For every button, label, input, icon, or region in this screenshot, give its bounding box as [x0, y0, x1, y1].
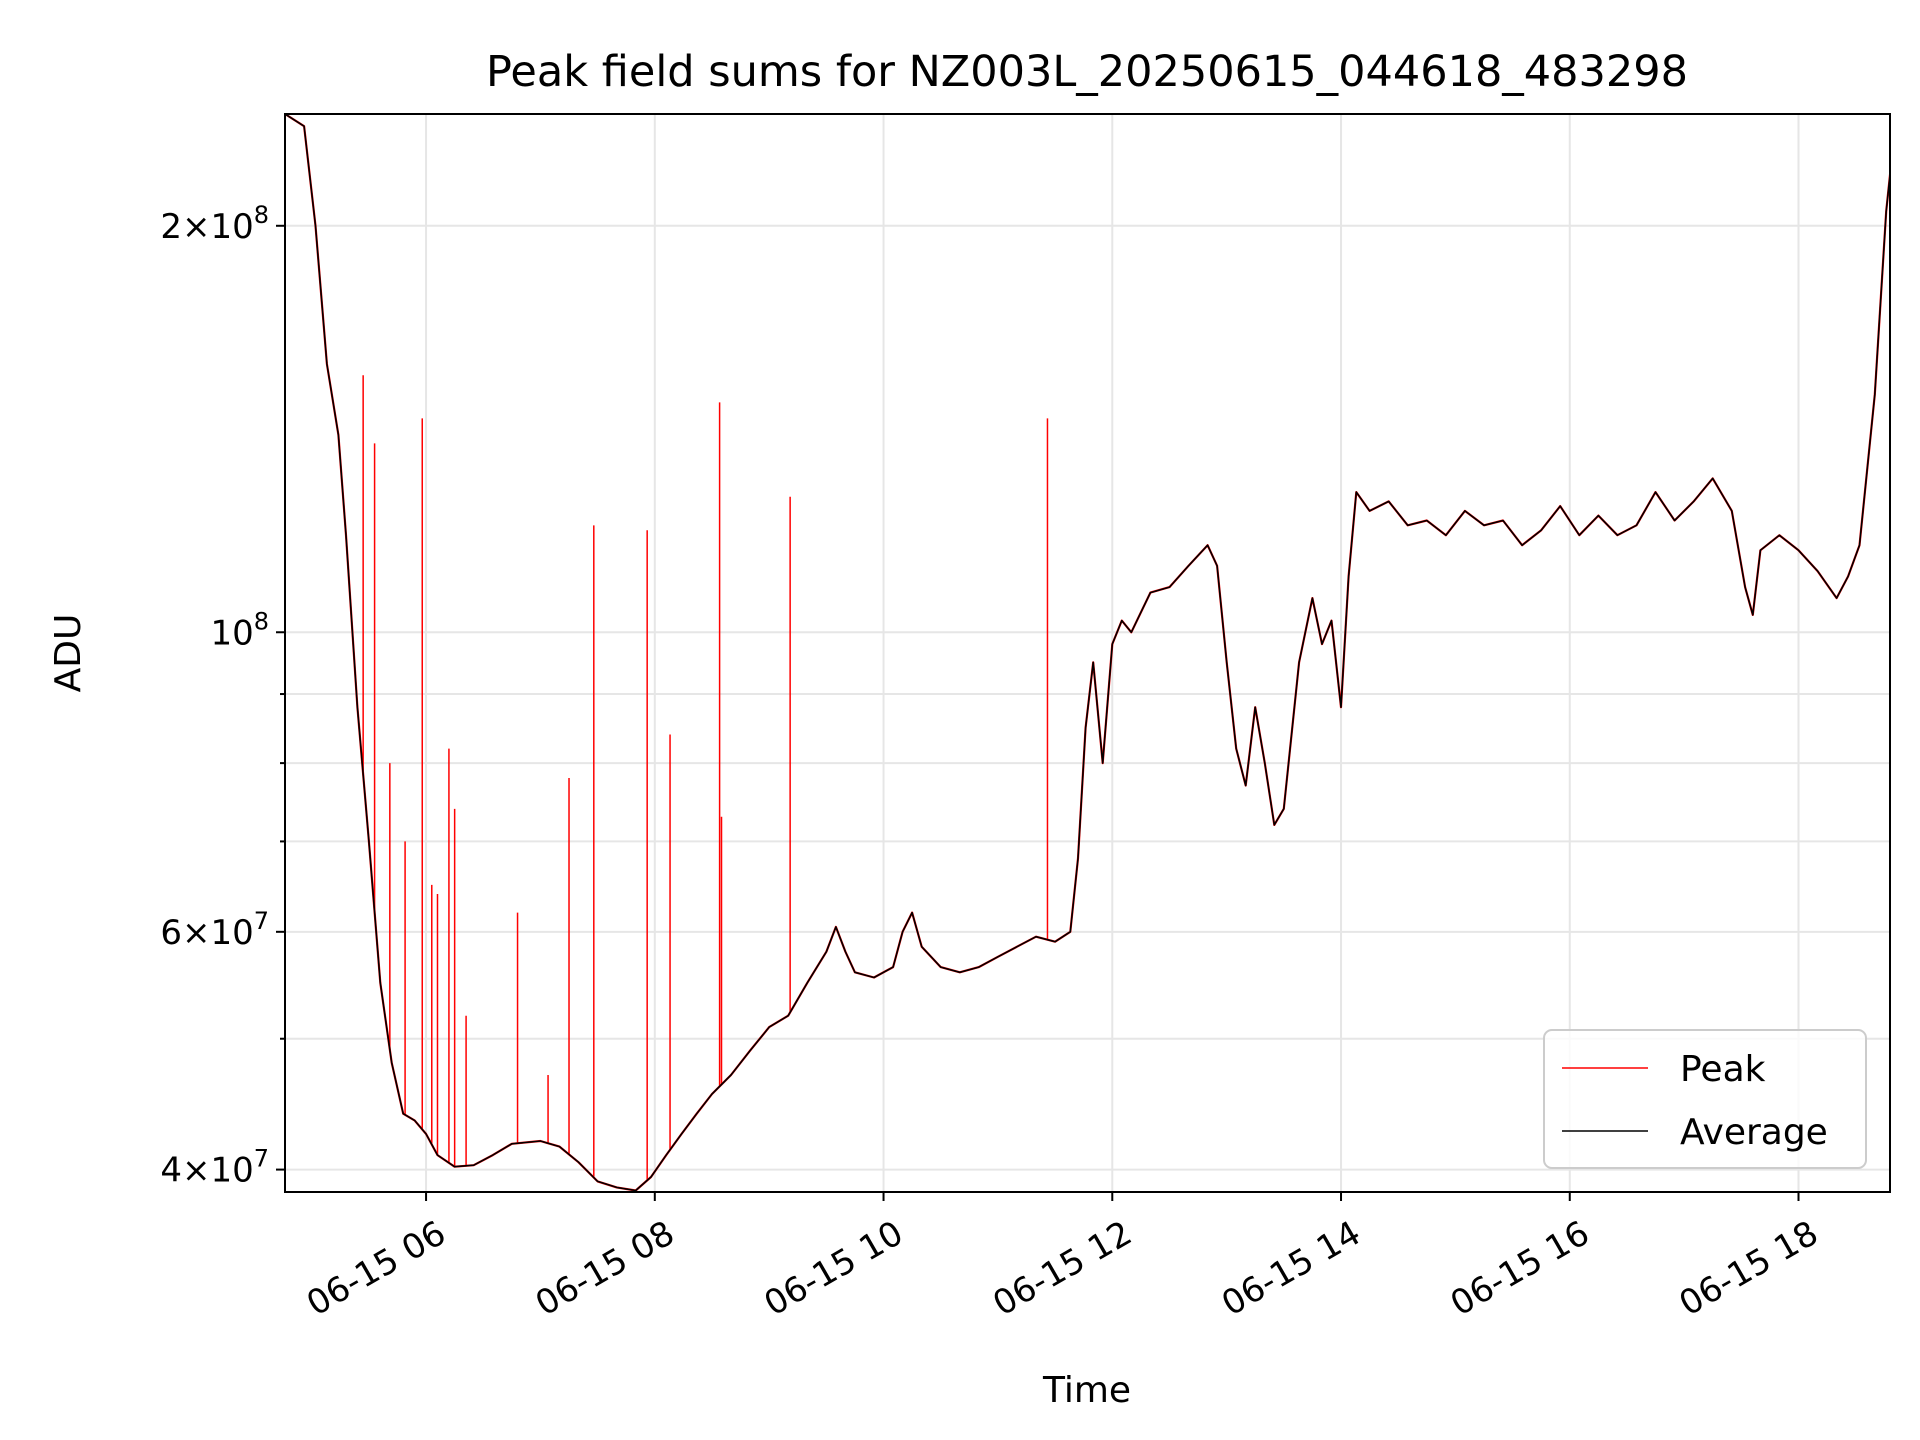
average-series-line	[285, 114, 1890, 1192]
legend-frame	[1543, 1029, 1867, 1169]
y-tick-label: 6×107	[160, 907, 269, 953]
y-tick-label: 2×108	[160, 201, 269, 247]
y-tick-label: 108	[210, 607, 269, 653]
plot-lines	[285, 114, 1890, 1192]
legend-label-peak: Peak	[1680, 1049, 1766, 1090]
grid	[285, 114, 1890, 1192]
y-axis-label: ADU	[48, 614, 89, 693]
plot-frame	[284, 113, 1891, 1193]
legend: Peak Average	[1543, 1029, 1867, 1169]
y-tick-label: 4×107	[160, 1145, 269, 1191]
x-axis-label: Time	[1042, 1370, 1131, 1411]
legend-label-average: Average	[1680, 1112, 1828, 1153]
chart-title: Peak field sums for NZ003L_20250615_0446…	[486, 47, 1688, 97]
y-axis: 4×107 6×107 108 2×108	[160, 201, 285, 1191]
